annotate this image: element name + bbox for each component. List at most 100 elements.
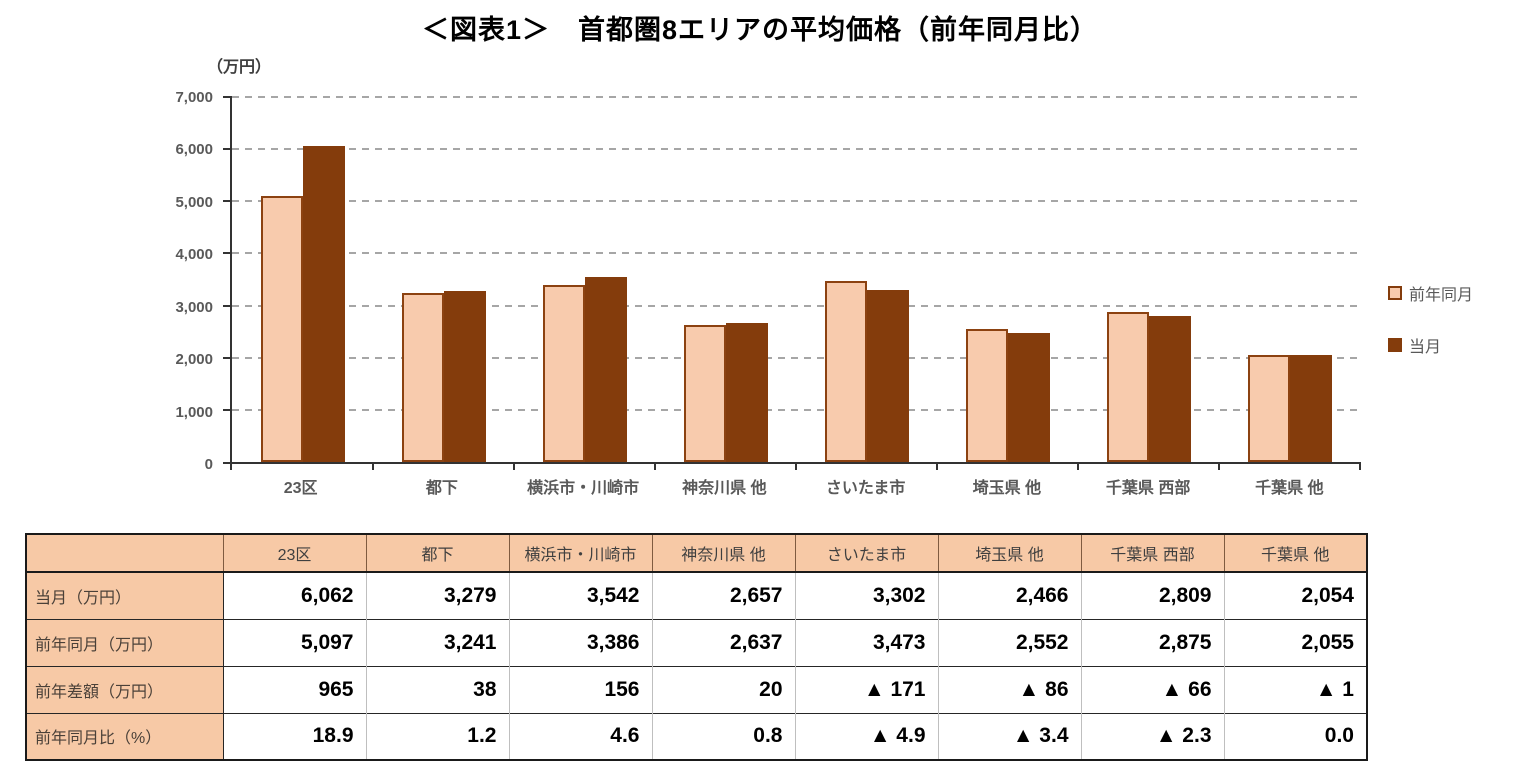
table-value-cell: 2,637	[651, 618, 795, 666]
table-row: 当月（万円） 6,062 3,279 3,542 2,657 3,302 2,466 2,80…	[26, 571, 1367, 619]
legend-item: 前年同月	[1388, 281, 1473, 305]
table-value-cell: ▲ 171	[794, 665, 938, 713]
table-value-cell: 2,054	[1223, 571, 1367, 619]
bar-group	[373, 97, 514, 462]
y-axis-tick	[223, 356, 232, 359]
table-header-cell: 23区	[222, 534, 366, 573]
bar-group	[937, 97, 1078, 462]
table-row: 前年差額（万円） 965 38 156 20 ▲ 171 ▲ 86 ▲ 66 ▲ 1	[26, 665, 1367, 713]
table-value-cell: 2,875	[1080, 618, 1224, 666]
table-value-cell: ▲ 2.3	[1080, 712, 1224, 760]
table-value-cell: 1.2	[365, 712, 509, 760]
category-label: 千葉県 西部	[1105, 480, 1191, 497]
table-header-cell: 都下	[365, 534, 509, 573]
table-value-cell: ▲ 86	[937, 665, 1081, 713]
table-row-label: 前年同月比（%）	[26, 712, 223, 760]
x-axis-tick	[936, 462, 938, 470]
bar-prev-year	[401, 293, 444, 462]
table-header-cell: 千葉県 西部	[1080, 534, 1224, 573]
legend-swatch-icon	[1388, 286, 1402, 300]
x-axis-labels: 23区 都下 横浜市・川崎市 神奈川県 他 さいたま市 埼玉県 他 千葉県 西部 千葉県 他	[230, 474, 1360, 498]
table-body: 当月（万円） 6,062 3,279 3,542 2,657 3,302 2,466 2,80…	[26, 571, 1367, 760]
bar-current-month	[866, 289, 909, 462]
table-value-cell: 965	[222, 665, 366, 713]
x-axis-tick	[795, 462, 797, 470]
x-axis-tick	[372, 462, 374, 470]
bar-current-month	[1289, 354, 1332, 462]
x-axis-tick	[1077, 462, 1079, 470]
x-axis-tick	[654, 462, 656, 470]
bar-prev-year	[824, 280, 867, 462]
table-value-cell: 2,657	[651, 571, 795, 619]
gridline	[232, 148, 1360, 151]
table-value-cell: 6,062	[222, 571, 366, 619]
y-tick-label: 4,000	[175, 246, 213, 264]
category-label: さいたま市	[825, 480, 906, 497]
bar-group	[232, 97, 373, 462]
y-axis-tick	[223, 252, 232, 255]
y-axis-tick	[223, 96, 232, 98]
y-tick-label: 5,000	[175, 193, 213, 211]
gridline	[232, 96, 1360, 98]
bar-group	[655, 97, 796, 462]
legend-label: 当月	[1409, 339, 1442, 356]
table-value-cell: 156	[508, 665, 652, 713]
category-label: 神奈川県 他	[682, 480, 767, 497]
table-value-cell: 5,097	[222, 618, 366, 666]
table-value-cell: 3,473	[794, 618, 938, 666]
table-corner-cell	[26, 534, 223, 573]
y-axis-tick	[223, 200, 232, 203]
y-axis-labels: 0 1,000 2,000 3,000 4,000 5,000 6,000 7,000	[128, 89, 213, 473]
bar-prev-year	[683, 324, 726, 462]
y-tick-label: 6,000	[175, 141, 213, 159]
table-value-cell: 38	[365, 665, 509, 713]
table-value-cell: 20	[651, 665, 795, 713]
bar-current-month	[1007, 333, 1050, 462]
table-header-cell: 埼玉県 他	[937, 534, 1081, 573]
bar-current-month	[443, 291, 486, 462]
table-value-cell: 2,552	[937, 618, 1081, 666]
table-value-cell: 2,809	[1080, 571, 1224, 619]
table-value-cell: ▲ 4.9	[794, 712, 938, 760]
x-axis-tick	[230, 462, 232, 470]
table-header-cell: さいたま市	[794, 534, 938, 573]
gridline	[232, 304, 1360, 307]
category-label: 横浜市・川崎市	[527, 480, 640, 497]
table-header-cell: 神奈川県 他	[651, 534, 795, 573]
legend-swatch-icon	[1388, 338, 1402, 352]
y-axis-tick	[223, 304, 232, 307]
bar-current-month	[302, 145, 345, 462]
bar-prev-year	[542, 285, 585, 462]
bar-current-month	[725, 323, 768, 462]
table-header-cell: 千葉県 他	[1223, 534, 1367, 573]
gridline	[232, 252, 1360, 255]
bar-prev-year	[965, 328, 1008, 462]
table-row-label: 当月（万円）	[26, 571, 223, 619]
plot-area	[223, 96, 1361, 470]
table-value-cell: 2,055	[1223, 618, 1367, 666]
y-axis-tick	[223, 408, 232, 411]
bar-group	[514, 97, 655, 462]
y-tick-label: 1,000	[175, 403, 213, 421]
category-label: 埼玉県 他	[972, 480, 1042, 497]
bar-prev-year	[1247, 354, 1290, 462]
table-header-row: 23区 都下 横浜市・川崎市 神奈川県 他さいたま市 埼玉県 他千葉県 西部 千葉県 他	[26, 534, 1367, 573]
y-tick-label: 3,000	[175, 298, 213, 316]
table-value-cell: 18.9	[222, 712, 366, 760]
legend: 前年同月当月	[1388, 281, 1473, 385]
table-value-cell: 0.0	[1223, 712, 1367, 760]
gridline	[232, 200, 1360, 203]
category-label: 都下	[425, 480, 458, 497]
y-tick-label: 7,000	[175, 89, 213, 106]
table-value-cell: 3,279	[365, 571, 509, 619]
table-value-cell: 3,302	[794, 571, 938, 619]
gridline	[232, 356, 1360, 359]
table-row-label: 前年同月（万円）	[26, 618, 223, 666]
bar-group	[1078, 97, 1219, 462]
category-label: 千葉県 他	[1255, 480, 1324, 497]
bar-prev-year	[1106, 312, 1149, 462]
bar-groups	[232, 97, 1360, 462]
data-table: 23区 都下 横浜市・川崎市 神奈川県 他さいたま市 埼玉県 他千葉県 西部 千葉県 他 …	[25, 533, 1368, 761]
x-axis-tick	[513, 462, 515, 470]
